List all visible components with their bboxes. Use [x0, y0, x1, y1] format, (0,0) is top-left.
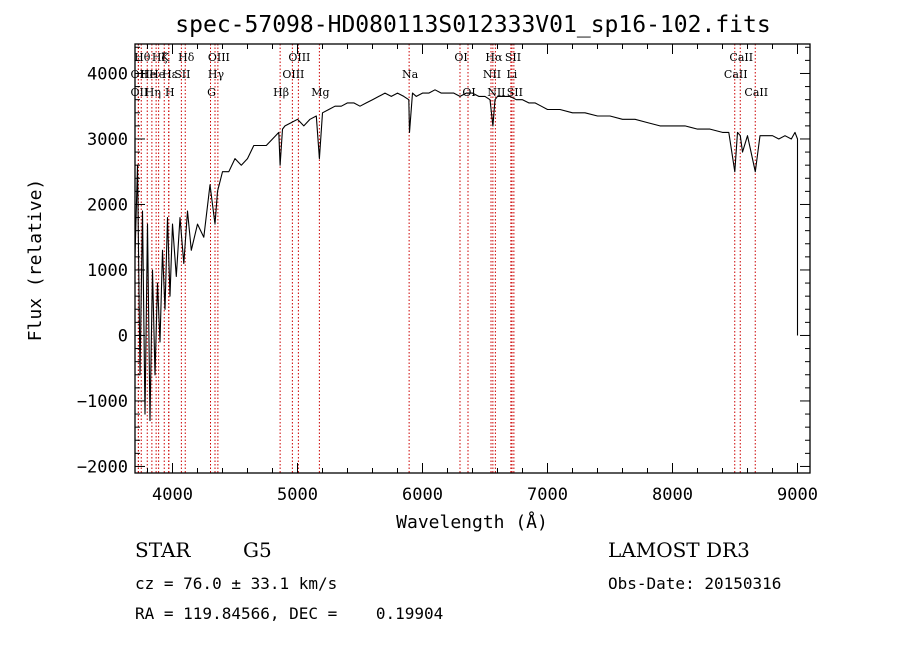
obs-date: Obs-Date: 20150316 — [608, 574, 782, 593]
y-tick-label--2000: −2000 — [77, 457, 128, 477]
line-label-29: CaII — [729, 51, 753, 64]
x-tick-label-5000: 5000 — [277, 485, 318, 505]
y-tick-label-3000: 3000 — [87, 130, 128, 150]
y-tick-label--1000: −1000 — [77, 392, 128, 412]
chart-title: spec-57098-HD080113S012333V01_sp16-102.f… — [175, 12, 770, 38]
survey-name: LAMOST DR3 — [608, 538, 750, 562]
line-label-9: Hε — [162, 68, 178, 81]
line-label-21: OI — [462, 86, 475, 99]
line-label-22: NII — [483, 68, 501, 81]
spectrum-layer — [134, 89, 799, 422]
x-tick-label-8000: 8000 — [652, 485, 693, 505]
x-axis-label: Wavelength (Å) — [396, 511, 548, 533]
line-label-0: Hθ — [134, 51, 151, 64]
line-label-20: OI — [454, 51, 467, 64]
x-tick-label-6000: 6000 — [402, 485, 443, 505]
line-label-26: SII — [505, 51, 521, 64]
line-label-25: Li — [506, 68, 517, 81]
object-class: STAR — [135, 538, 191, 562]
line-label-12: G — [207, 86, 216, 99]
coordinates: RA = 119.84566, DEC = 0.19904 — [135, 604, 444, 623]
line-label-27: SII — [507, 86, 523, 99]
line-label-1: OII — [131, 68, 149, 81]
line-label-24: NII — [487, 86, 505, 99]
line-label-19: Na — [402, 68, 419, 81]
axis-tick-labels: 4000 5000 6000 7000 8000 9000 −2000 −1000 0 1000 2… — [77, 64, 818, 505]
line-label-2: OII — [131, 86, 149, 99]
x-tick-label-7000: 7000 — [527, 485, 568, 505]
line-label-28: CaII — [724, 68, 748, 81]
line-label-18: Mg — [311, 86, 329, 99]
redshift-value: cz = 76.0 ± 33.1 km/s — [135, 574, 338, 593]
line-label-13: Hγ — [208, 68, 225, 81]
line-label-17: OIII — [288, 51, 310, 64]
object-subclass: G5 — [243, 538, 272, 562]
y-tick-label-2000: 2000 — [87, 195, 128, 215]
line-label-30: CaII — [744, 86, 768, 99]
x-tick-label-4000: 4000 — [152, 485, 193, 505]
line-label-7: K — [161, 51, 170, 64]
line-label-16: OIII — [282, 68, 304, 81]
line-label-6: Hζ — [152, 51, 168, 64]
line-label-4: Hη — [145, 86, 161, 99]
y-axis-label: Flux (relative) — [25, 179, 46, 342]
y-tick-label-4000: 4000 — [87, 64, 128, 84]
spectrum-line — [134, 89, 799, 422]
line-label-3: He — [140, 68, 156, 81]
y-tick-label-1000: 1000 — [87, 261, 128, 281]
line-label-15: Hβ — [273, 86, 289, 99]
line-labels: HθOIIOIIHeHηHeHζKHHεSIIHδGHγOIIIHβOIIIOI… — [131, 51, 769, 99]
line-label-8: H — [165, 86, 175, 99]
line-label-14: OIII — [208, 51, 230, 64]
line-label-10: SII — [174, 68, 190, 81]
plot-frame — [134, 43, 811, 474]
line-label-23: Hα — [485, 51, 503, 64]
line-label-11: Hδ — [178, 51, 195, 64]
axis-ticks — [135, 44, 810, 473]
y-tick-label-0: 0 — [118, 326, 128, 346]
x-tick-label-9000: 9000 — [777, 485, 818, 505]
line-markers — [137, 44, 756, 473]
line-label-5: He — [149, 68, 165, 81]
